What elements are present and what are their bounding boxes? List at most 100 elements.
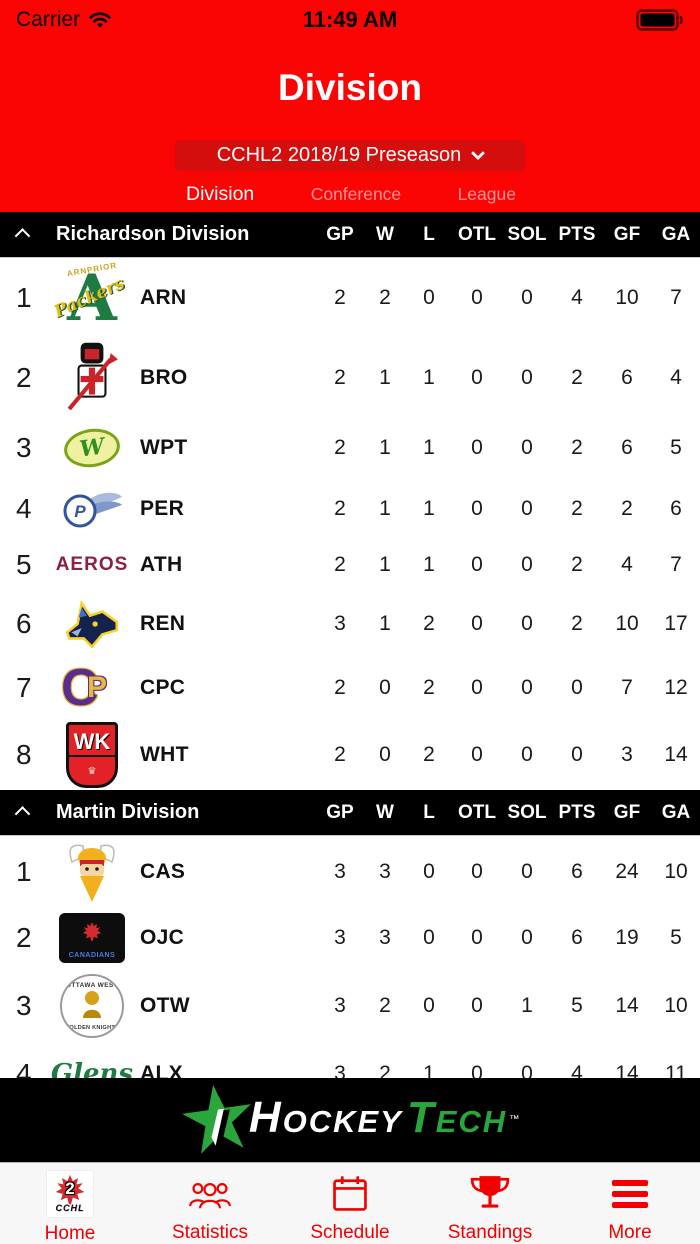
stat-gp: 2	[334, 366, 346, 389]
brockville-logo	[44, 337, 140, 419]
tab-division[interactable]: Division	[186, 183, 255, 205]
team-rank: 4	[16, 493, 32, 524]
stat-ga: 12	[664, 675, 688, 699]
stat-l: 2	[423, 743, 435, 766]
logo-letter: A	[67, 261, 117, 336]
team-row-ath[interactable]: 5 AEROS ATH 2 1 1 0 0 2 4 7	[0, 537, 700, 592]
column-header-w: W	[376, 801, 394, 823]
stat-sol: 0	[521, 552, 533, 576]
team-rank: 3	[16, 990, 32, 1021]
team-code: ARN	[140, 286, 187, 309]
stat-sol: 0	[521, 860, 533, 883]
team-code: BRO	[140, 366, 188, 389]
team-row-bro[interactable]: 2 BRO 2 1 1 0 0 2 6 4	[0, 337, 700, 414]
stat-l: 1	[423, 1062, 435, 1085]
knight-icon	[83, 991, 101, 1018]
team-row-ren[interactable]: 6 REN 3 1 2 0 0 2 10 17	[0, 592, 700, 655]
team-row-cas[interactable]: 1 CAS 3 3 0 0 0 6 24 10	[0, 836, 700, 904]
team-row-wht[interactable]: 8 WK ♛ WHT 2 0 2 0 0 0 3 14	[0, 720, 700, 790]
stat-sol: 0	[521, 1062, 533, 1085]
stat-pts: 2	[571, 435, 583, 459]
stat-gp: 2	[334, 286, 346, 309]
whitewater-kings-logo: WK ♛	[44, 722, 140, 788]
cchl-wordmark: CCHL	[55, 1203, 85, 1213]
stat-sol: 0	[521, 611, 533, 635]
team-row-wpt[interactable]: 3 W WPT 2 1 1 0 0 2 6 5	[0, 414, 700, 481]
clock: 11:49 AM	[302, 7, 398, 32]
team-rank: 1	[16, 282, 32, 313]
team-code: OJC	[140, 926, 185, 949]
maple-leaf-icon	[82, 922, 102, 942]
team-rank: 2	[16, 362, 32, 393]
stat-gf: 19	[615, 926, 639, 949]
stat-gf: 10	[615, 611, 639, 635]
stat-l: 0	[423, 926, 435, 949]
stat-l: 1	[423, 366, 435, 389]
stat-l: 0	[423, 860, 435, 883]
stat-otl: 0	[471, 497, 483, 520]
arnprior-packers-logo: ARNPRIOR A Packers	[44, 258, 140, 338]
stat-pts: 2	[571, 366, 583, 389]
stat-gf: 6	[621, 435, 633, 459]
season-selector-label: CCHL2 2018/19 Preseason	[216, 144, 462, 166]
stat-pts: 0	[571, 743, 583, 766]
stat-gf: 24	[615, 860, 639, 883]
team-row-otw[interactable]: 3 OTTAWA WEST GOLDEN KNIGHTS OTW 3 2 0 0…	[0, 972, 700, 1040]
stat-otl: 0	[471, 860, 483, 883]
tab-conference[interactable]: Conference	[310, 184, 402, 204]
athens-aeros-logo: AEROS	[44, 554, 140, 576]
stat-gf: 6	[621, 366, 633, 389]
stat-w: 0	[379, 743, 391, 766]
stat-gp: 3	[334, 611, 346, 635]
calendar-icon	[329, 1170, 371, 1217]
stat-l: 1	[423, 552, 435, 576]
page-header: Division CCHL2 2018/19 Preseason Divisio…	[0, 40, 700, 212]
column-header-l: L	[423, 801, 435, 823]
logo-wordmark: AEROS	[55, 553, 129, 575]
ottawa-west-golden-knights-logo: OTTAWA WEST GOLDEN KNIGHTS	[44, 974, 140, 1038]
tab-statistics[interactable]: Statistics	[140, 1163, 280, 1244]
stat-pts: 6	[571, 926, 583, 949]
stat-w: 1	[379, 552, 391, 576]
stat-w: 2	[379, 994, 391, 1017]
team-rank: 7	[16, 671, 32, 703]
stat-gf: 2	[621, 497, 633, 520]
stat-w: 1	[379, 366, 391, 389]
stat-otl: 0	[471, 552, 483, 576]
westport-logo: W	[44, 424, 140, 471]
battery-icon	[636, 9, 684, 31]
section-header-martin[interactable]: Martin Division GP W L OTL SOL PTS GF GA	[0, 790, 700, 836]
stat-pts: 6	[571, 860, 583, 883]
perth-winged-p-logo: P	[44, 487, 140, 531]
team-rank: 5	[16, 548, 32, 580]
tab-schedule[interactable]: Schedule	[280, 1163, 420, 1244]
team-row-per[interactable]: 4 P PER 2 1 1 0 0 2 2 6	[0, 481, 700, 537]
tab-standings[interactable]: Standings	[420, 1163, 560, 1244]
tab-more[interactable]: More	[560, 1163, 700, 1244]
tab-league[interactable]: League	[457, 184, 516, 204]
stat-w: 1	[379, 497, 391, 520]
stat-ga: 6	[670, 497, 682, 520]
stat-w: 2	[379, 1062, 391, 1085]
collapse-caret-icon	[14, 228, 30, 244]
brand-text-hockey: Hockey	[248, 1093, 403, 1142]
stat-otl: 0	[471, 1062, 483, 1085]
team-code: OTW	[140, 994, 190, 1017]
stat-sol: 1	[521, 994, 533, 1017]
season-selector[interactable]: CCHL2 2018/19 Preseason	[175, 140, 525, 171]
stat-gp: 2	[334, 497, 346, 520]
team-row-arn[interactable]: 1 ARNPRIOR A Packers ARN 2 2 0 0 0 4 10 …	[0, 258, 700, 337]
stat-otl: 0	[471, 435, 483, 459]
section-header-richardson[interactable]: Richardson Division GP W L OTL SOL PTS G…	[0, 212, 700, 258]
team-row-cpc[interactable]: 7 C P CPC 2 0 2 0 0 0 7 12	[0, 655, 700, 720]
stat-ga: 5	[670, 926, 682, 949]
team-rank: 1	[16, 856, 32, 887]
tab-home[interactable]: 2 CCHL Home	[0, 1163, 140, 1244]
team-row-ojc[interactable]: 2 CANADIANS OJC 3 3 0 0 0 6 19 5	[0, 904, 700, 972]
stat-w: 3	[379, 926, 391, 949]
column-header-l: L	[423, 223, 435, 245]
stat-sol: 0	[521, 926, 533, 949]
stat-gf: 14	[615, 994, 639, 1017]
stat-gp: 3	[334, 994, 346, 1017]
